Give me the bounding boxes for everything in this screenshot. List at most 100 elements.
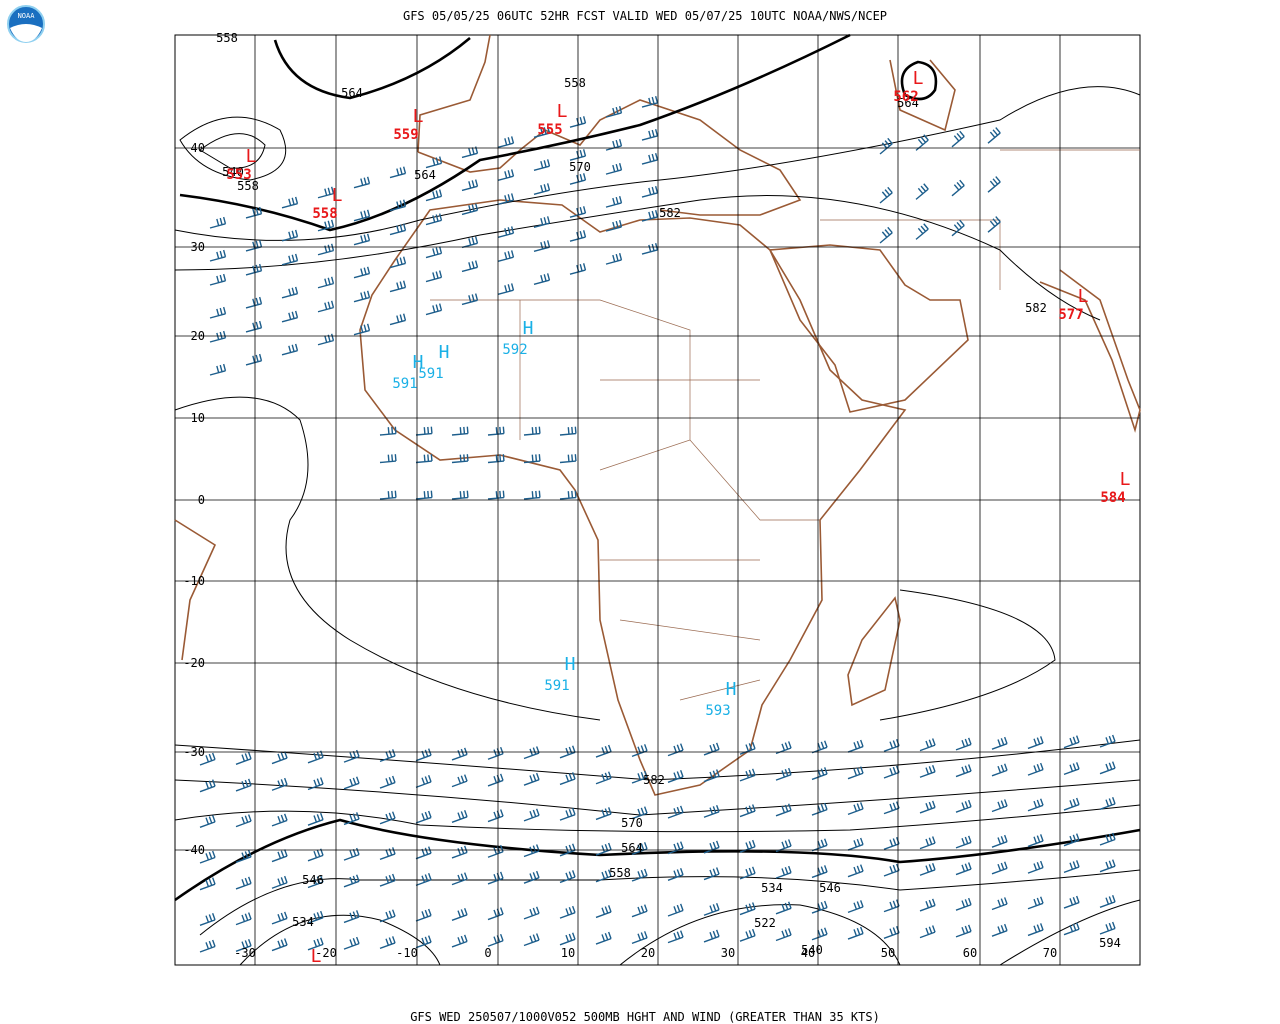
wind-barb — [595, 905, 612, 919]
wind-barb — [281, 253, 299, 266]
low-letter: L — [311, 946, 322, 967]
wind-barbs — [199, 95, 1116, 953]
lat-label: 10 — [191, 411, 205, 425]
wind-barb — [415, 426, 433, 436]
wind-barb — [497, 226, 515, 239]
wind-barb — [487, 871, 504, 885]
wind-barb — [955, 862, 972, 876]
wind-barb — [559, 454, 577, 464]
wind-barb — [667, 841, 684, 855]
wind-barb — [209, 363, 227, 376]
wind-barb — [451, 872, 468, 886]
wind-barb — [739, 928, 756, 942]
wind-barb — [353, 266, 371, 279]
wind-barb — [811, 900, 828, 914]
wind-barb — [595, 931, 612, 945]
wind-barb — [811, 740, 828, 754]
low-letter: L — [413, 106, 424, 127]
lat-label: 40 — [191, 141, 205, 155]
wind-barb — [523, 772, 540, 786]
wind-barb — [667, 743, 684, 757]
wind-barb — [425, 189, 443, 202]
wind-barb — [245, 320, 263, 333]
wind-barb — [641, 95, 659, 108]
wind-barb — [847, 766, 864, 780]
wind-barb — [951, 219, 965, 237]
wind-barb — [605, 139, 623, 151]
wind-barb — [559, 932, 576, 946]
wind-barb — [389, 223, 407, 236]
wind-barb — [307, 937, 324, 951]
wind-barb — [389, 199, 407, 212]
wind-barb — [497, 136, 515, 149]
wind-barb — [523, 808, 540, 822]
lon-label: 60 — [963, 946, 977, 960]
wind-barb — [379, 936, 396, 950]
wind-barb — [461, 146, 479, 159]
wind-barb — [425, 213, 443, 226]
contour-label: 534 — [761, 881, 783, 895]
wind-barb — [955, 764, 972, 778]
wind-barb — [523, 870, 540, 884]
wind-barb — [1099, 921, 1116, 935]
wind-barb — [991, 897, 1008, 911]
wind-barb — [235, 849, 252, 863]
wind-barb — [991, 799, 1008, 813]
plot-area: -30 -20 -10 0 10 20 30 40 50 60 70 40 30 20 10 0 -10 -20 -… — [174, 31, 1141, 967]
wind-barb — [775, 928, 792, 942]
wind-barb — [919, 800, 936, 814]
high-value: 592 — [502, 342, 527, 358]
wind-barb — [343, 936, 360, 950]
wind-barb — [739, 902, 756, 916]
wind-barb — [245, 239, 263, 252]
wind-barb — [1099, 895, 1116, 908]
wind-barb — [271, 938, 288, 952]
wind-barb — [915, 183, 929, 200]
wind-barb — [389, 166, 407, 179]
wind-barb — [883, 801, 900, 815]
wind-barb — [389, 256, 407, 269]
wind-barb — [641, 185, 659, 198]
wind-barb — [847, 900, 864, 914]
lat-label: -10 — [183, 574, 205, 588]
map-title: GFS 05/05/25 06UTC 52HR FCST VALID WED 0… — [403, 9, 887, 23]
wind-barb — [235, 751, 252, 765]
wind-barb — [991, 923, 1008, 937]
wind-barb — [199, 850, 216, 864]
wind-barb — [533, 183, 551, 195]
lat-label: -30 — [183, 745, 205, 759]
wind-barb — [379, 454, 397, 464]
wind-barb — [811, 865, 828, 879]
wind-barb — [667, 805, 684, 819]
low-value: 553 — [226, 167, 251, 183]
wind-barb — [641, 242, 659, 255]
wind-barb — [451, 908, 468, 921]
contour-label: 558 — [564, 76, 586, 90]
wind-barb — [487, 426, 505, 436]
wind-barb — [775, 767, 792, 781]
wind-barb — [739, 768, 756, 782]
wind-barb — [631, 744, 648, 758]
wind-barb — [533, 273, 551, 285]
wind-barb — [497, 250, 515, 263]
wind-barb — [307, 875, 324, 889]
wind-barb — [991, 763, 1008, 777]
wind-barb — [991, 736, 1008, 750]
wind-barb — [641, 152, 659, 165]
contour-label: 546 — [819, 881, 841, 895]
wind-barb — [343, 847, 360, 861]
wind-barb — [379, 426, 397, 436]
lon-label: 40 — [801, 946, 815, 960]
wind-barb — [235, 876, 252, 890]
wind-barb — [199, 877, 216, 891]
wind-barb — [811, 838, 828, 852]
wind-barb — [317, 186, 335, 199]
wind-barb — [425, 156, 443, 169]
wind-barb — [847, 864, 864, 878]
contour-label: 582 — [659, 206, 681, 220]
wind-barb — [415, 908, 432, 922]
wind-barb — [631, 842, 648, 856]
wind-barb — [487, 907, 504, 921]
wind-barb — [199, 939, 216, 953]
wind-barb — [389, 313, 407, 326]
